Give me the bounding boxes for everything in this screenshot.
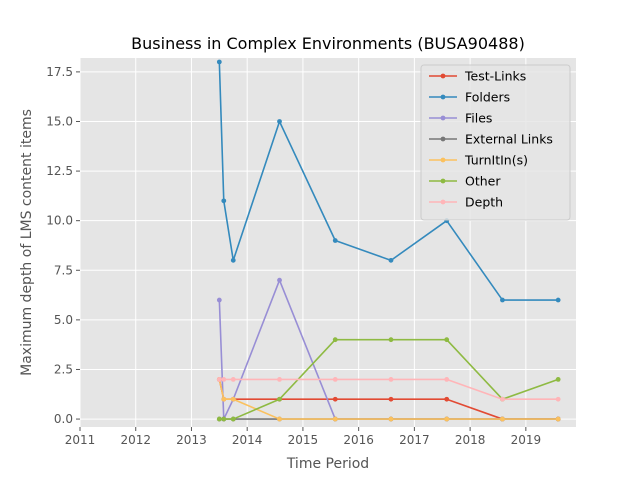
series-other xyxy=(216,337,561,422)
legend-box xyxy=(420,64,571,221)
data-point xyxy=(221,416,227,422)
y-tick-label: 0.0 xyxy=(54,412,73,426)
data-point xyxy=(216,297,222,303)
legend-item: Depth xyxy=(429,195,503,210)
data-point xyxy=(444,416,450,422)
x-axis-label: Time Period xyxy=(286,456,369,472)
data-point xyxy=(230,376,236,382)
data-point xyxy=(500,297,505,303)
x-tick-label: 2012 xyxy=(120,433,151,447)
data-point xyxy=(216,59,222,65)
series-turnitin-s xyxy=(216,376,561,422)
data-point xyxy=(388,257,394,263)
y-tick-label: 17.5 xyxy=(46,65,73,79)
legend-label: Other xyxy=(465,174,501,189)
x-tick-label: 2018 xyxy=(455,433,486,447)
y-axis-label: Maximum depth of LMS content items xyxy=(19,109,35,376)
data-point xyxy=(555,297,561,303)
data-point xyxy=(277,277,282,283)
data-point xyxy=(555,376,561,382)
legend-item: Other xyxy=(429,174,501,189)
data-point xyxy=(221,198,227,204)
data-point xyxy=(332,376,338,382)
legend-label: Depth xyxy=(465,195,503,210)
legend-item: External Links xyxy=(429,132,553,147)
legend-swatch-marker xyxy=(440,115,446,121)
x-tick-label: 2013 xyxy=(176,433,207,447)
data-point xyxy=(500,416,505,422)
y-tick-label: 10.0 xyxy=(46,214,73,228)
legend-label: External Links xyxy=(465,132,553,147)
data-point xyxy=(444,396,450,402)
data-point xyxy=(555,416,561,422)
y-tick-label: 2.5 xyxy=(54,362,73,376)
data-point xyxy=(230,416,236,422)
data-point xyxy=(277,376,282,382)
data-point xyxy=(555,396,561,402)
legend-swatch-marker xyxy=(440,178,446,184)
x-tick-label: 2011 xyxy=(65,433,96,447)
data-point xyxy=(216,376,222,382)
series-layer xyxy=(216,59,561,422)
data-point xyxy=(500,396,505,402)
data-point xyxy=(230,396,236,402)
legend-item: Files xyxy=(429,111,492,126)
data-point xyxy=(388,337,394,343)
x-axis-ticks: 2011 2012 2013 2014 2015 2016 2017 2018 2019 xyxy=(65,427,541,447)
legend-item: Test-Links xyxy=(429,69,526,84)
data-point xyxy=(221,396,227,402)
data-point xyxy=(332,238,338,243)
legend-swatch-marker xyxy=(440,73,446,79)
data-point xyxy=(332,396,338,402)
data-point xyxy=(388,376,394,382)
x-tick-label: 2017 xyxy=(399,433,430,447)
data-point xyxy=(277,416,282,422)
data-point xyxy=(230,257,236,263)
data-point xyxy=(332,416,338,422)
legend-label: Folders xyxy=(465,90,510,105)
data-point xyxy=(277,119,282,124)
y-tick-label: 15.0 xyxy=(46,114,73,128)
y-tick-label: 5.0 xyxy=(54,313,73,327)
legend-label: TurnItIn(s) xyxy=(464,153,528,168)
legend-swatch-marker xyxy=(440,136,446,142)
data-point xyxy=(388,416,394,422)
x-tick-label: 2014 xyxy=(232,433,263,447)
data-point xyxy=(388,396,394,402)
chart-title: Business in Complex Environments (BUSA90… xyxy=(131,34,525,53)
data-point xyxy=(332,337,338,343)
legend-swatch-marker xyxy=(440,94,446,100)
legend-label: Test-Links xyxy=(464,69,526,84)
x-tick-label: 2019 xyxy=(511,433,542,447)
x-tick-label: 2015 xyxy=(288,433,319,447)
legend-swatch-marker xyxy=(440,199,446,205)
x-tick-label: 2016 xyxy=(343,433,374,447)
legend: Test-Links Folders Files External Links Turn… xyxy=(420,64,571,221)
data-point xyxy=(216,416,222,422)
series-depth xyxy=(216,376,561,402)
y-tick-label: 12.5 xyxy=(46,164,73,178)
data-point xyxy=(277,396,282,402)
legend-item: Folders xyxy=(429,90,510,105)
legend-label: Files xyxy=(465,111,492,126)
y-tick-label: 7.5 xyxy=(54,263,73,277)
legend-swatch-marker xyxy=(440,157,446,163)
y-axis-ticks: 0.0 2.5 5.0 7.5 10.0 12.5 15.0 17.5 xyxy=(46,65,80,426)
data-point xyxy=(444,376,450,382)
data-point xyxy=(444,337,450,343)
data-point xyxy=(221,376,227,382)
legend-item: TurnItIn(s) xyxy=(429,153,528,168)
